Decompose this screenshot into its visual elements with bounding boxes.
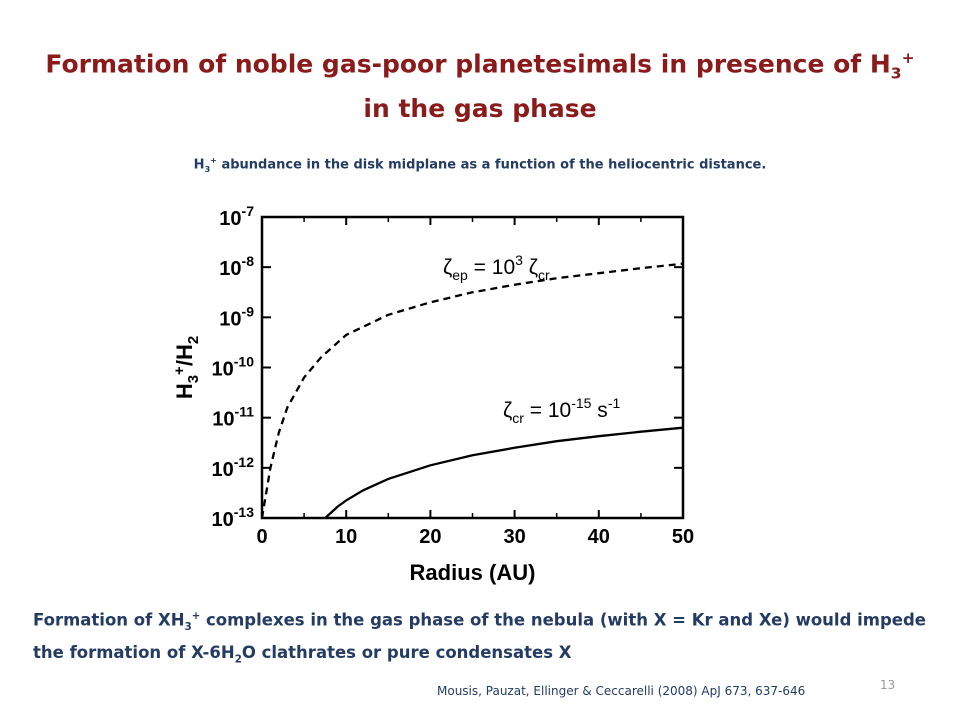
subtitle-subscript: 3 xyxy=(204,164,211,174)
caption: Formation of XH3+ complexes in the gas p… xyxy=(33,604,933,672)
y-tick-label: 10-7 xyxy=(219,203,254,230)
y-label-sub2: 2 xyxy=(185,336,202,344)
y-tick-label: 10-11 xyxy=(212,404,254,431)
subtitle-text-2: abundance in the disk midplane as a func… xyxy=(216,157,767,173)
caption-text-2: complexes in the gas phase of the nebula… xyxy=(33,610,926,662)
x-tick-label: 50 xyxy=(672,526,694,548)
y-label-sup: + xyxy=(171,366,188,375)
y-axis-label: H3+/H2 xyxy=(171,336,202,399)
y-label-mid: /H xyxy=(172,344,197,366)
x-tick-label: 10 xyxy=(335,526,357,548)
y-tick-label: 10-9 xyxy=(219,303,254,330)
y-tick-label: 10-8 xyxy=(219,253,254,280)
h3-abundance-chart: 0 10 20 30 40 50 10-7 10-8 10-9 10-10 10-11 10-12 10… xyxy=(171,203,694,585)
x-tick-label: 40 xyxy=(588,526,610,548)
title-text-2: in the gas phase xyxy=(363,94,597,124)
y-label-h: H xyxy=(172,383,197,399)
y-tick-label: 10-13 xyxy=(212,504,255,531)
title-subscript: 3 xyxy=(890,64,902,83)
title-text: Formation of noble gas-poor planetesimal… xyxy=(45,49,891,79)
series-label-zeta-ep: ζep = 103 ζcr xyxy=(443,252,550,283)
y-tick-label: 10-10 xyxy=(212,354,255,381)
y-tick-label: 10-12 xyxy=(212,454,255,481)
x-tick-label: 0 xyxy=(256,526,267,548)
citation: Mousis, Pauzat, Ellinger & Ceccarelli (2… xyxy=(437,684,806,698)
x-axis-label: Radius (AU) xyxy=(410,560,536,585)
title-superscript: + xyxy=(901,49,915,67)
chart-subtitle: H3+ abundance in the disk midplane as a … xyxy=(90,156,870,174)
caption-sup-1: + xyxy=(191,611,201,622)
plot-frame xyxy=(260,215,685,520)
page-number: 13 xyxy=(880,678,896,692)
y-label-sub1: 3 xyxy=(185,375,202,383)
caption-sub-1: 3 xyxy=(184,621,192,633)
subtitle-text: H xyxy=(193,157,205,173)
caption-text-1: Formation of XH xyxy=(33,610,185,630)
subtitle-superscript: + xyxy=(210,156,217,165)
x-tick-label: 20 xyxy=(419,526,441,548)
series-label-zeta-cr: ζcr = 10-15 s-1 xyxy=(503,395,620,426)
caption-text-3: O clathrates or pure condensates X xyxy=(241,642,572,662)
slide-title: Formation of noble gas-poor planetesimal… xyxy=(40,40,920,127)
x-tick-label: 30 xyxy=(503,526,525,548)
series-line-zeta-ep xyxy=(260,262,684,519)
series-line-zeta-cr xyxy=(324,426,684,519)
caption-sub-2: 2 xyxy=(234,654,242,666)
